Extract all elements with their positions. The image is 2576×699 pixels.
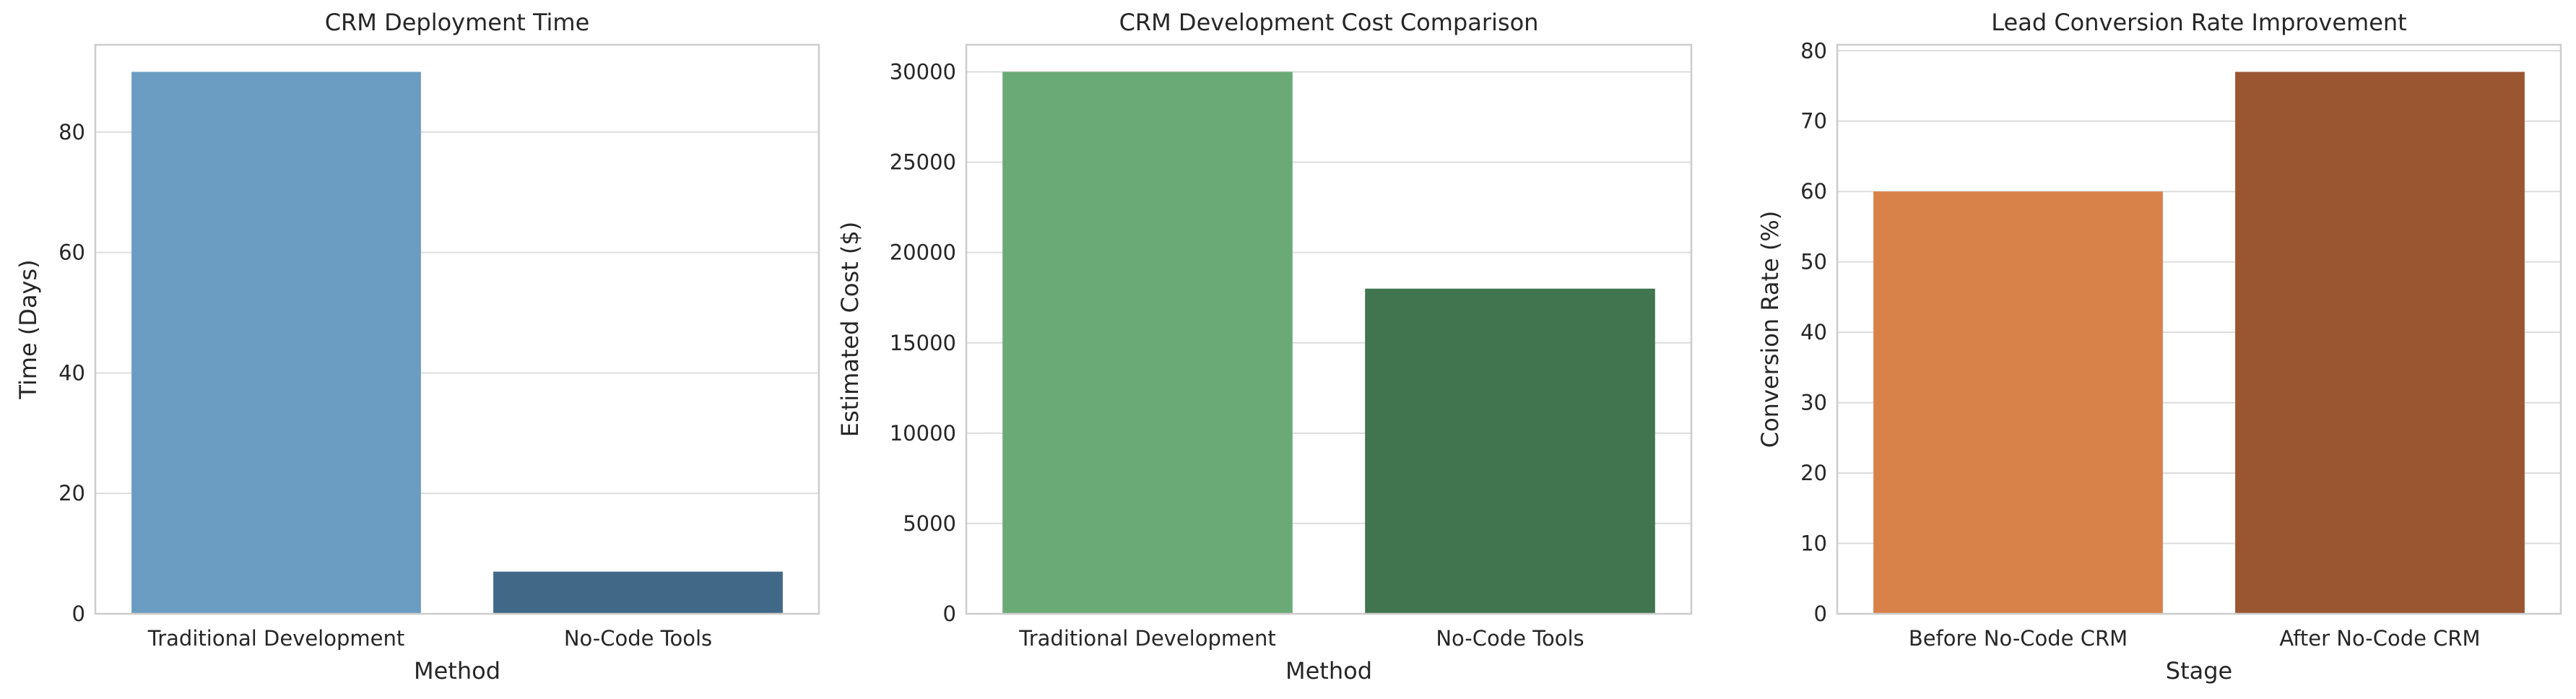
plot-frame (965, 43, 1693, 615)
y-axis-label: Estimated Cost ($) (836, 222, 864, 437)
chart-panel-1: 0 20 40 60 80 Traditional Development No-Code … (14, 9, 820, 685)
y-tick-label: 30 (1800, 391, 1827, 415)
y-tick-label: 10000 (890, 421, 956, 446)
y-tick-label: 40 (1800, 320, 1827, 344)
y-tick-label: 5000 (903, 511, 956, 536)
chart-panel-2: 0 5000 10000 15000 20000 25000 30000 Traditiona… (836, 9, 1693, 685)
plot-frame (94, 43, 820, 615)
y-tick-label: 20000 (890, 240, 956, 265)
bar-2 (1365, 288, 1655, 614)
y-tick-label: 20 (58, 481, 85, 505)
x-tick-label: No-Code Tools (1436, 626, 1584, 651)
plot-frame (1836, 43, 2562, 615)
y-tick-label: 15000 (890, 331, 956, 355)
y-tick-label: 70 (1800, 109, 1827, 134)
y-tick-label: 0 (943, 602, 956, 626)
y-tick-label: 40 (58, 360, 85, 385)
bar-1 (1002, 71, 1293, 615)
chart-title: Lead Conversion Rate Improvement (1991, 9, 2406, 36)
y-tick-label: 25000 (890, 150, 956, 175)
chart-title: CRM Deployment Time (325, 9, 590, 36)
x-tick-label: Traditional Development (1018, 626, 1275, 651)
bar-1 (1873, 191, 2163, 614)
y-tick-label: 80 (1800, 38, 1827, 63)
y-tick-label: 0 (72, 602, 85, 626)
y-tick-label: 30000 (890, 60, 956, 84)
y-tick-label: 80 (58, 120, 85, 144)
y-tick-label: 60 (58, 240, 85, 265)
y-tick-label: 20 (1800, 461, 1827, 485)
x-axis-label: Stage (2166, 657, 2232, 685)
x-tick-label: No-Code Tools (564, 626, 712, 651)
bar-1 (131, 71, 421, 615)
x-tick-label: Before No-Code CRM (1909, 626, 2128, 651)
y-tick-label: 60 (1800, 179, 1827, 204)
x-axis-label: Method (414, 657, 500, 685)
y-tick-label: 50 (1800, 250, 1827, 274)
y-tick-label: 10 (1800, 531, 1827, 556)
x-axis-label: Method (1285, 657, 1372, 685)
bar-2 (2235, 71, 2525, 615)
bar-2 (493, 571, 783, 614)
x-tick-label: Traditional Development (147, 626, 404, 651)
chart-title: CRM Development Cost Comparison (1119, 9, 1539, 36)
y-axis-label: Conversion Rate (%) (1756, 211, 1784, 448)
chart-panel-3: 0 10 20 30 40 50 60 70 80 Before No-Code CRM After… (1756, 9, 2562, 685)
y-axis-label: Time (Days) (14, 259, 42, 399)
x-tick-label: After No-Code CRM (2279, 626, 2480, 651)
y-tick-label: 0 (1814, 602, 1827, 626)
